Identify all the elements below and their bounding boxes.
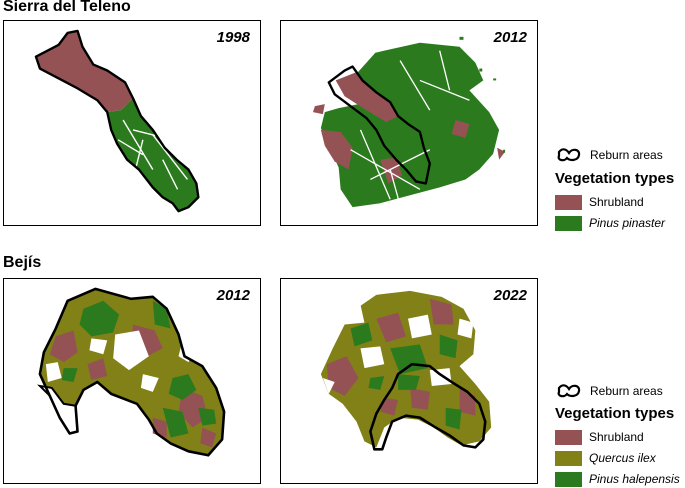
pinus-pinaster-swatch [555, 215, 582, 231]
bejis-2022-year-label: 2022 [493, 287, 527, 304]
teleno-legend-item-shrubland: Shrubland [555, 193, 674, 211]
bejis-2012-pine-patches [61, 300, 217, 438]
teleno-2012-shrubland-patches [312, 72, 506, 184]
bejis-legend-item-pinus-halepensis: Pinus halepensis [555, 470, 680, 488]
teleno-1998-pine-area [107, 98, 199, 212]
bejis-2022-reburn-perimeter [369, 362, 487, 451]
shrubland-swatch [555, 429, 582, 445]
teleno-2012-year-label: 2012 [493, 29, 527, 46]
bejis-legend-item-shrubland: Shrubland [555, 428, 680, 446]
teleno-legend-label-pinus-pinaster: Pinus pinaster [589, 216, 666, 230]
bejis-legend: Reburn areas Vegetation types Shrubland … [555, 382, 680, 488]
bejis-title: Bejís [3, 254, 42, 271]
shrubland-swatch [555, 194, 582, 210]
teleno-legend-item-pinus-pinaster: Pinus pinaster [555, 214, 674, 232]
teleno-1998-gaps [117, 119, 189, 190]
teleno-legend: Reburn areas Vegetation types Shrubland … [555, 146, 674, 232]
teleno-2012-specks [459, 36, 506, 153]
bejis-2012-unburned-holes [45, 330, 197, 392]
bejis-legend-label-shrubland: Shrubland [589, 430, 644, 444]
bejis-2012-year-label: 2012 [216, 287, 250, 304]
bejis-map-2022: 2022 [280, 278, 538, 484]
teleno-legend-reburn-label: Reburn areas [590, 148, 663, 162]
teleno-1998-map-graphic [34, 29, 200, 213]
teleno-map-1998: 1998 [3, 20, 261, 226]
teleno-1998-shrubland-area [35, 30, 133, 113]
bejis-legend-label-quercus-ilex: Quercus ilex [589, 451, 656, 465]
teleno-map-2012: 2012 [280, 20, 538, 226]
teleno-2012-reburn-perimeter [327, 65, 431, 185]
teleno-legend-title: Vegetation types [555, 170, 675, 187]
bejis-legend-reburn-row: Reburn areas [555, 382, 680, 400]
reburn-outline-icon [557, 148, 581, 162]
bejis-2022-pine-patches [350, 322, 462, 430]
teleno-1998-fire-perimeter [34, 29, 200, 213]
teleno-legend-reburn-row: Reburn areas [555, 146, 674, 164]
bejis-map-2012: 2012 [3, 278, 261, 484]
bejis-legend-label-pinus-halepensis: Pinus halepensis [589, 472, 680, 486]
bejis-legend-reburn-label: Reburn areas [590, 384, 663, 398]
reburn-outline-icon [557, 384, 581, 398]
bejis-2012-fire-perimeter [38, 287, 226, 457]
bejis-legend-item-quercus-ilex: Quercus ilex [555, 449, 680, 467]
bejis-2022-unburned-holes [322, 304, 474, 394]
bejis-2022-map-graphic [320, 290, 492, 451]
teleno-2012-map-graphic [312, 36, 506, 208]
quercus-ilex-swatch [555, 450, 582, 466]
teleno-legend-label-shrubland: Shrubland [589, 195, 644, 209]
bejis-2012-map-graphic [37, 287, 226, 457]
teleno-title: Sierra del Teleno [3, 0, 131, 15]
pinus-halepensis-swatch [555, 471, 582, 487]
teleno-1998-year-label: 1998 [216, 29, 250, 46]
bejis-2022-shrubland-patches [326, 298, 476, 416]
bejis-legend-title: Vegetation types [555, 405, 675, 422]
